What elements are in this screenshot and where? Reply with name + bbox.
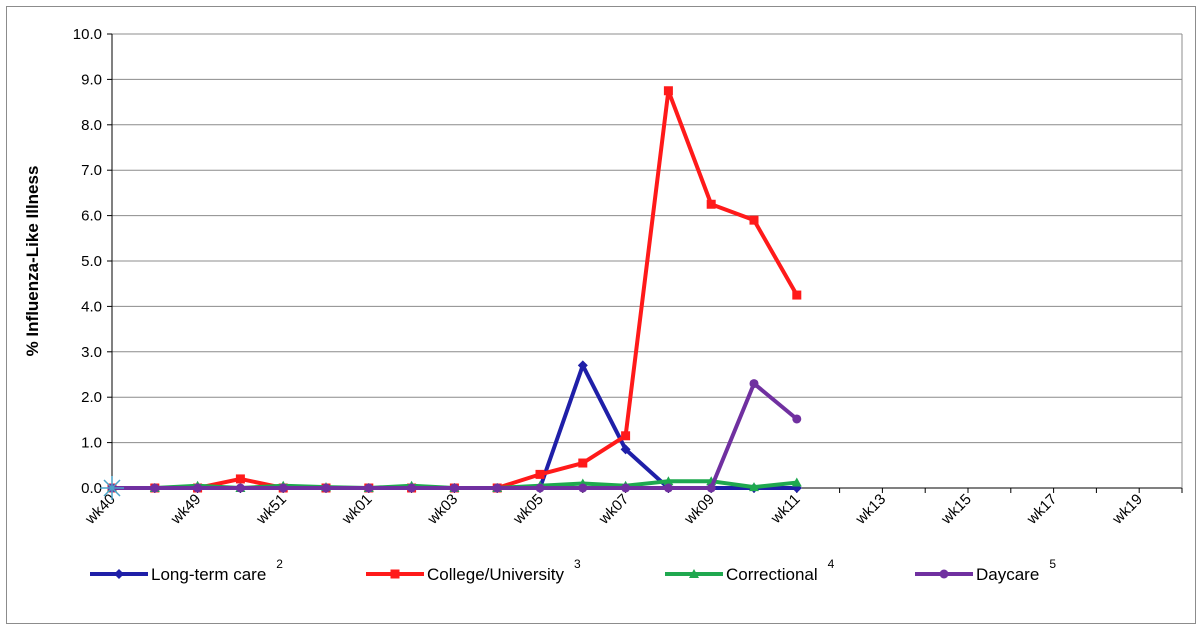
y-tick-label: 6.0 [81,208,102,225]
data-point [749,379,759,389]
legend-marker [390,569,400,579]
data-point [792,414,802,424]
data-point [706,483,716,493]
data-point [791,477,802,487]
x-tick-label: wk01 [338,491,375,528]
data-point [663,476,674,486]
data-point [578,458,588,468]
series-college-university [107,86,802,493]
y-tick-label: 7.0 [81,162,102,179]
series-daycare [107,379,802,493]
x-tick-label: wk09 [681,491,718,528]
origin-marker [100,476,124,500]
data-point [621,483,631,493]
data-point [535,469,545,479]
data-point [706,199,716,209]
legend-superscript: 3 [574,557,581,571]
legend-superscript: 4 [828,557,835,571]
data-point [578,483,588,493]
data-point [321,483,331,493]
x-tick-labels: wk40 wk49 wk51 wk01 wk03 wk05 wk07 wk09 wk11 wk13… [81,491,1146,528]
data-point [150,483,160,493]
legend-superscript: 2 [276,557,283,571]
legend: Long-term care 2 College/University 3 Correc… [90,557,1056,584]
data-point [620,444,631,455]
series-long-term-care [107,360,802,493]
legend-label: Long-term care [151,565,266,584]
series-line [112,88,799,490]
y-tick-label: 10.0 [73,26,102,43]
data-point [364,483,374,493]
series-line [112,363,797,490]
y-tick-label: 0.0 [81,480,102,497]
data-point [577,360,588,371]
data-point [535,483,545,493]
legend-label: Daycare [976,565,1039,584]
x-tick-label: wk15 [937,491,974,528]
data-point [492,483,502,493]
data-point [749,482,759,492]
data-point [663,86,673,96]
x-tick-label: wk19 [1109,491,1146,528]
x-tick-label: wk13 [852,491,889,528]
y-tick-label: 1.0 [81,435,102,452]
y-tick-labels: 0.0 1.0 2.0 3.0 4.0 5.0 6.0 7.0 8.0 9.0 10.0 [73,26,102,497]
x-tick-label: wk05 [509,491,546,528]
x-tick-label: wk03 [424,491,461,528]
data-point [663,483,673,493]
data-point [235,483,245,493]
data-point [193,483,203,493]
x-tick-label: wk49 [167,491,204,528]
x-tick-label: wk07 [595,491,632,528]
legend-superscript: 5 [1049,557,1056,571]
data-point [235,474,245,484]
y-tick-label: 9.0 [81,71,102,88]
x-tick-label: wk51 [253,491,290,528]
origin-star-stroke [103,479,121,497]
x-tick-label: wk11 [767,491,804,528]
data-point [621,431,631,441]
y-tick-label: 2.0 [81,389,102,406]
data-point [407,483,417,493]
x-tick-label: wk17 [1023,491,1060,528]
data-point [749,215,759,225]
y-tick-label: 4.0 [81,298,102,315]
chart-frame [6,6,1196,624]
legend-label: Correctional [726,565,818,584]
axes [107,33,1183,493]
data-point [449,483,459,493]
legend-marker [939,569,949,579]
legend-marker [114,569,124,579]
y-tick-label: 8.0 [81,117,102,134]
data-point [792,290,802,300]
y-tick-label: 3.0 [81,344,102,361]
legend-label: College/University [427,565,564,584]
series-line [112,381,799,490]
data-point [278,483,288,493]
y-axis-label: % Influenza-Like Illness [23,166,42,357]
series-lines [107,86,802,493]
legend-marker [689,569,699,578]
y-tick-label: 5.0 [81,253,102,270]
